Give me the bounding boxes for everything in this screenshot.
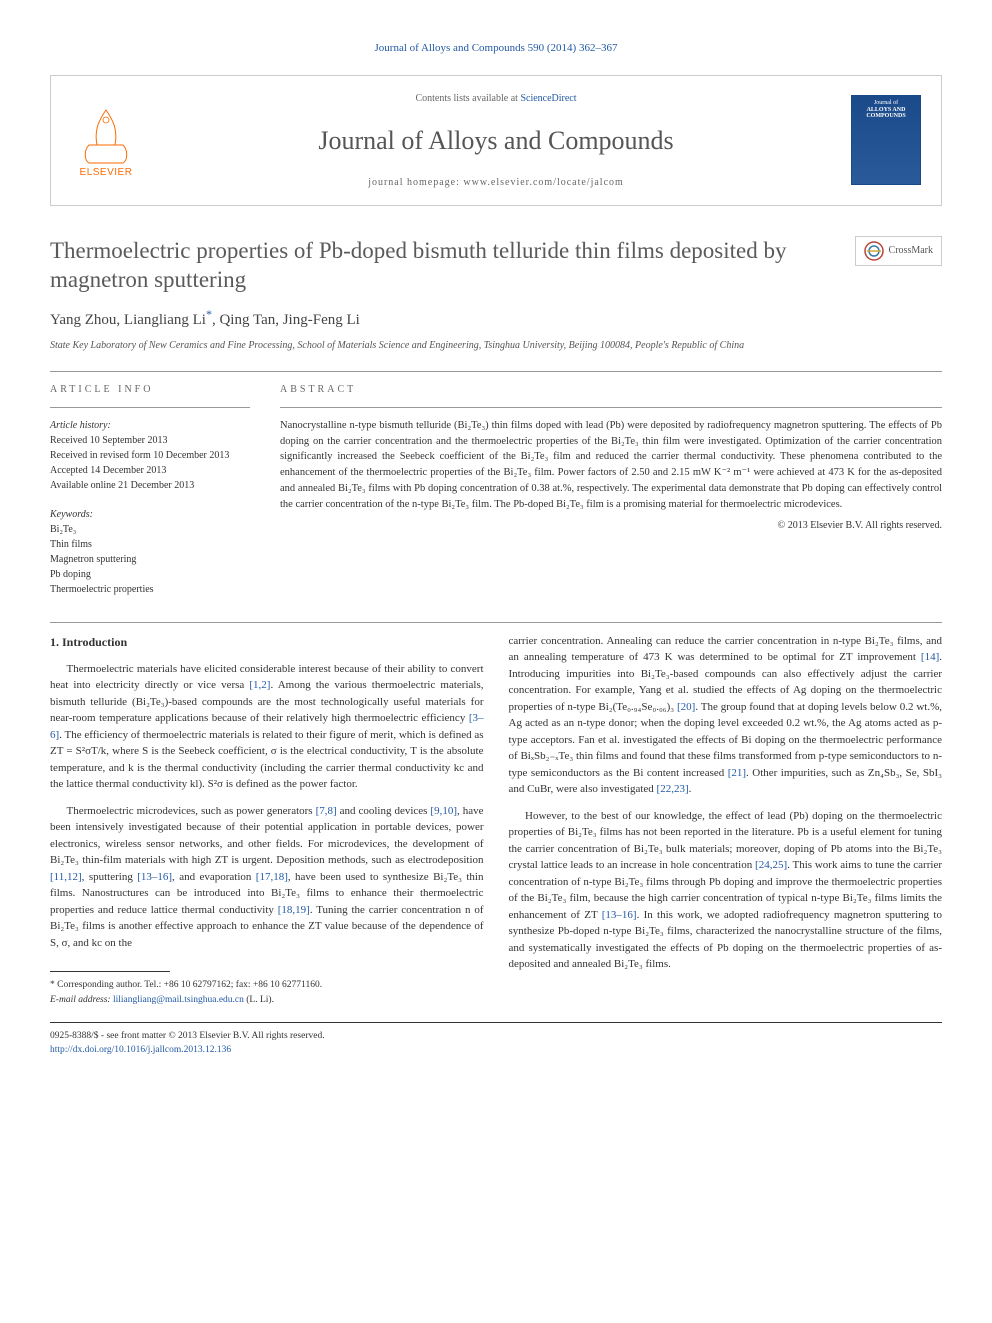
crossmark-badge[interactable]: CrossMark	[855, 236, 942, 266]
contents-text: Contents lists available at	[415, 93, 520, 104]
p2a: Thermoelectric microdevices, such as pow…	[67, 805, 316, 817]
authors-first: Yang Zhou, Liangliang Li	[50, 312, 206, 328]
sciencedirect-link[interactable]: ScienceDirect	[520, 93, 576, 104]
keywords-label: Keywords:	[50, 507, 250, 522]
ref-7-8[interactable]: [7,8]	[316, 805, 337, 817]
history-revised: Received in revised form 10 December 201…	[50, 448, 250, 463]
history-received: Received 10 September 2013	[50, 433, 250, 448]
ref-20[interactable]: [20]	[677, 701, 695, 713]
abstract-copyright: © 2013 Elsevier B.V. All rights reserved…	[280, 518, 942, 533]
history-accepted: Accepted 14 December 2013	[50, 463, 250, 478]
abstract-text: Nanocrystalline n-type bismuth telluride…	[280, 418, 942, 513]
article-info-heading: ARTICLE INFO	[50, 382, 250, 397]
p1c: . The efficiency of thermoelectric mater…	[50, 729, 484, 791]
corr-email-line: E-mail address: liliangliang@mail.tsingh…	[50, 993, 484, 1007]
ref-14[interactable]: [14]	[921, 651, 939, 663]
cover-main-text: ALLOYS AND COMPOUNDS	[854, 107, 918, 120]
info-separator	[50, 407, 250, 408]
intro-para-3: carrier concentration. Annealing can red…	[509, 633, 943, 798]
affiliation: State Key Laboratory of New Ceramics and…	[50, 338, 942, 353]
body-columns: 1. Introduction Thermoelectric materials…	[50, 633, 942, 1007]
crossmark-label: CrossMark	[889, 243, 933, 258]
history-label: Article history:	[50, 418, 250, 433]
journal-cover-thumbnail[interactable]: Journal of ALLOYS AND COMPOUNDS	[851, 95, 921, 185]
journal-name: Journal of Alloys and Compounds	[141, 121, 851, 160]
ref-18-19[interactable]: [18,19]	[278, 904, 310, 916]
ref-9-10[interactable]: [9,10]	[430, 805, 457, 817]
journal-header-box: ELSEVIER Contents lists available at Sci…	[50, 75, 942, 206]
ref-13-16[interactable]: [13–16]	[137, 871, 172, 883]
ref-22-23[interactable]: [22,23]	[657, 783, 689, 795]
title-row: Thermoelectric properties of Pb-doped bi…	[50, 236, 942, 296]
email-suffix: (L. Li).	[244, 995, 274, 1005]
article-info-block: ARTICLE INFO Article history: Received 1…	[50, 382, 250, 597]
column-left: 1. Introduction Thermoelectric materials…	[50, 633, 484, 1007]
keyword-1: Bi₂Te₃	[50, 522, 250, 537]
p2b: and cooling devices	[337, 805, 431, 817]
history-online: Available online 21 December 2013	[50, 478, 250, 493]
crossmark-icon	[864, 241, 884, 261]
elsevier-brand-text: ELSEVIER	[80, 165, 133, 180]
keyword-5: Thermoelectric properties	[50, 582, 250, 597]
column-right: carrier concentration. Annealing can red…	[509, 633, 943, 1007]
email-label: E-mail address:	[50, 995, 113, 1005]
corr-email-link[interactable]: liliangliang@mail.tsinghua.edu.cn	[113, 995, 244, 1005]
section-heading-1: 1. Introduction	[50, 633, 484, 651]
keyword-3: Magnetron sputtering	[50, 552, 250, 567]
ref-21[interactable]: [21]	[728, 767, 746, 779]
separator-top	[50, 371, 942, 372]
p3e: .	[689, 783, 692, 795]
authors-list: Yang Zhou, Liangliang Li*, Qing Tan, Jin…	[50, 305, 942, 332]
article-title: Thermoelectric properties of Pb-doped bi…	[50, 236, 855, 296]
journal-citation-header[interactable]: Journal of Alloys and Compounds 590 (201…	[50, 40, 942, 57]
intro-para-4: However, to the best of our knowledge, t…	[509, 808, 943, 973]
elsevier-tree-icon	[79, 105, 134, 165]
keyword-4: Pb doping	[50, 567, 250, 582]
contents-available-line: Contents lists available at ScienceDirec…	[141, 91, 851, 106]
ref-17-18[interactable]: [17,18]	[256, 871, 288, 883]
abstract-block: ABSTRACT Nanocrystalline n-type bismuth …	[280, 382, 942, 597]
bottom-copyright-bar: 0925-8388/$ - see front matter © 2013 El…	[50, 1022, 942, 1058]
footnote-separator	[50, 971, 170, 972]
ref-24-25[interactable]: [24,25]	[755, 859, 787, 871]
doi-link[interactable]: http://dx.doi.org/10.1016/j.jallcom.2013…	[50, 1045, 231, 1055]
front-matter-line: 0925-8388/$ - see front matter © 2013 El…	[50, 1029, 942, 1043]
cover-top-text: Journal of	[854, 100, 918, 107]
intro-para-1: Thermoelectric materials have elicited c…	[50, 661, 484, 793]
corresponding-footnote: * Corresponding author. Tel.: +86 10 627…	[50, 978, 484, 1007]
corr-author-line: * Corresponding author. Tel.: +86 10 627…	[50, 978, 484, 992]
p3a: carrier concentration. Annealing can red…	[509, 635, 943, 664]
abstract-heading: ABSTRACT	[280, 382, 942, 397]
abstract-separator	[280, 407, 942, 408]
journal-homepage[interactable]: journal homepage: www.elsevier.com/locat…	[141, 175, 851, 190]
authors-rest: , Qing Tan, Jing-Feng Li	[212, 312, 360, 328]
keyword-2: Thin films	[50, 537, 250, 552]
p2d: , sputtering	[82, 871, 138, 883]
separator-mid	[50, 622, 942, 623]
ref-11-12[interactable]: [11,12]	[50, 871, 82, 883]
ref-1-2[interactable]: [1,2]	[249, 679, 270, 691]
info-abstract-row: ARTICLE INFO Article history: Received 1…	[50, 382, 942, 597]
elsevier-logo[interactable]: ELSEVIER	[71, 100, 141, 180]
ref-13-16b[interactable]: [13–16]	[602, 909, 637, 921]
journal-center-block: Contents lists available at ScienceDirec…	[141, 91, 851, 190]
intro-para-2: Thermoelectric microdevices, such as pow…	[50, 803, 484, 952]
p2e: , and evaporation	[172, 871, 256, 883]
